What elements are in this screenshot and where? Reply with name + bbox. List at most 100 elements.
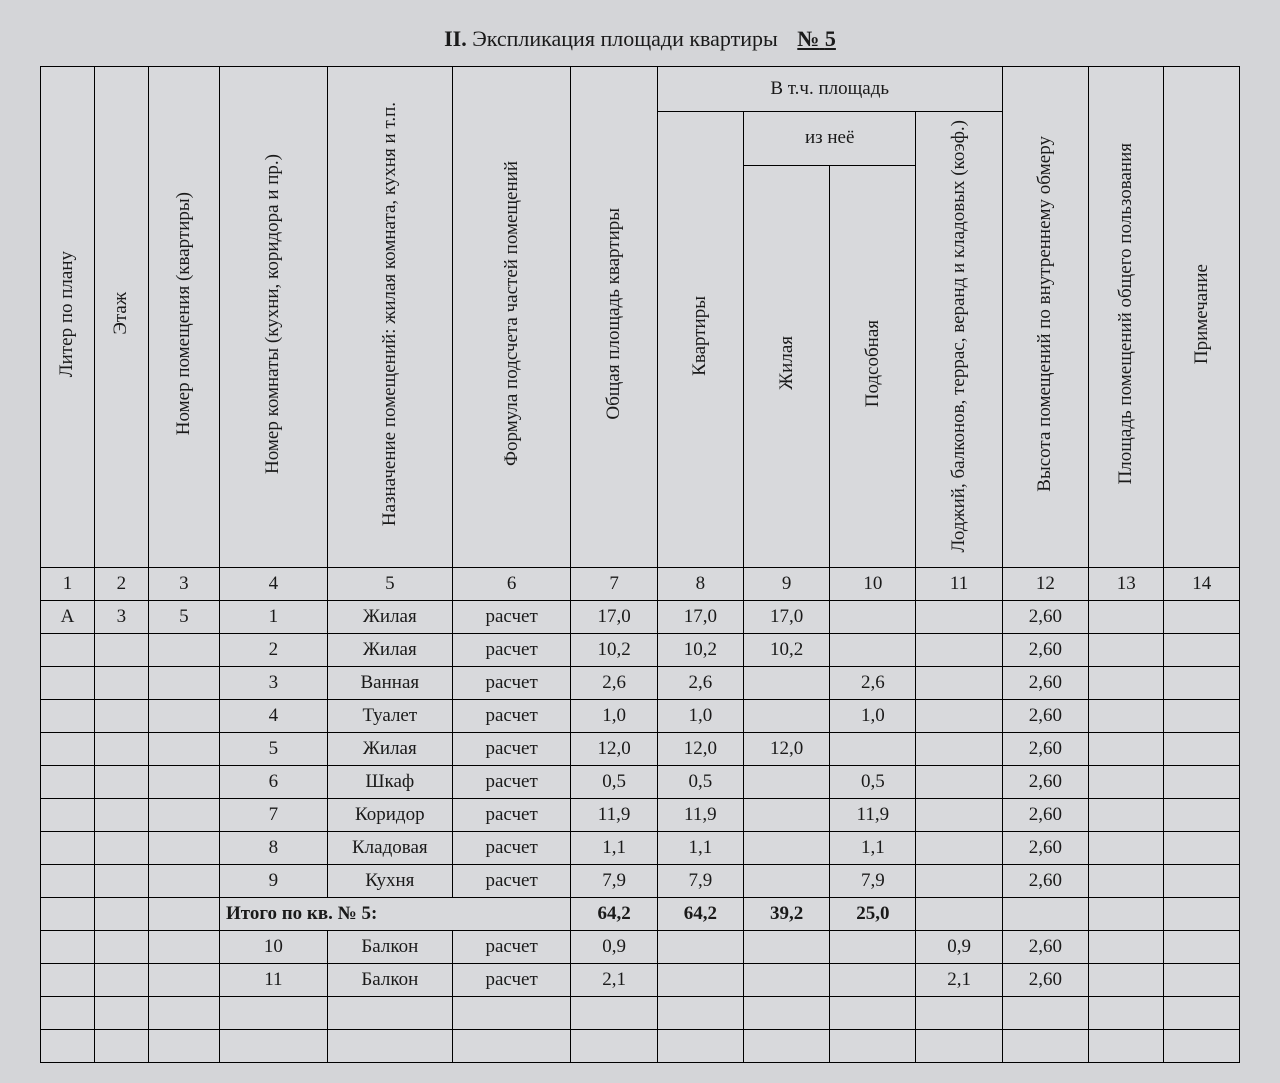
cell: 1,0 bbox=[571, 699, 657, 732]
cell bbox=[41, 666, 95, 699]
table-row bbox=[41, 1029, 1240, 1062]
cell bbox=[94, 831, 148, 864]
cell bbox=[148, 765, 219, 798]
col-header: Литер по плану bbox=[56, 245, 78, 383]
cell: 2,60 bbox=[1002, 930, 1088, 963]
cell: 1,1 bbox=[657, 831, 743, 864]
cell bbox=[41, 1029, 95, 1062]
cell: Коридор bbox=[327, 798, 452, 831]
cell: Ванная bbox=[327, 666, 452, 699]
col-header: Площадь помещений общего пользования bbox=[1115, 137, 1137, 490]
cell: 11,9 bbox=[657, 798, 743, 831]
apt-number: № 5 bbox=[797, 26, 836, 51]
table-row: 10Балконрасчет0,90,92,60 bbox=[41, 930, 1240, 963]
cell bbox=[148, 930, 219, 963]
cell: 2,60 bbox=[1002, 600, 1088, 633]
cell bbox=[327, 996, 452, 1029]
cell bbox=[1164, 666, 1240, 699]
cell bbox=[148, 666, 219, 699]
cell bbox=[830, 600, 916, 633]
cell: 2,6 bbox=[571, 666, 657, 699]
table-header: Литер по плану Этаж Номер помещения (ква… bbox=[41, 67, 1240, 601]
cell bbox=[41, 732, 95, 765]
cell bbox=[1088, 765, 1163, 798]
table-body: А351Жилаярасчет17,017,017,02,602Жилаярас… bbox=[41, 600, 1240, 1062]
cell: 11,9 bbox=[830, 798, 916, 831]
cell bbox=[830, 996, 916, 1029]
cell bbox=[916, 798, 1002, 831]
cell: 11,9 bbox=[571, 798, 657, 831]
column-number: 7 bbox=[571, 567, 657, 600]
cell: 2,60 bbox=[1002, 864, 1088, 897]
table-row: А351Жилаярасчет17,017,017,02,60 bbox=[41, 600, 1240, 633]
column-number: 12 bbox=[1002, 567, 1088, 600]
cell bbox=[743, 996, 829, 1029]
cell bbox=[1088, 699, 1163, 732]
cell bbox=[743, 864, 829, 897]
col-header: Этаж bbox=[110, 286, 132, 341]
cell: 5 bbox=[148, 600, 219, 633]
cell bbox=[743, 798, 829, 831]
cell: 0,5 bbox=[571, 765, 657, 798]
cell: Балкон bbox=[327, 963, 452, 996]
cell bbox=[41, 963, 95, 996]
col-header: Номер комнаты (кухни, коридора и пр.) bbox=[262, 148, 284, 480]
cell: 1,1 bbox=[571, 831, 657, 864]
cell bbox=[916, 699, 1002, 732]
cell: расчет bbox=[452, 765, 571, 798]
col-header: Назначение помещений: жилая комната, кух… bbox=[379, 96, 401, 532]
cell: Балкон bbox=[327, 930, 452, 963]
cell bbox=[219, 996, 327, 1029]
cell bbox=[148, 699, 219, 732]
column-number-row: 1234567891011121314 bbox=[41, 567, 1240, 600]
cell: 5 bbox=[219, 732, 327, 765]
cell bbox=[916, 864, 1002, 897]
cell: 7,9 bbox=[830, 864, 916, 897]
cell bbox=[1088, 633, 1163, 666]
cell bbox=[1164, 1029, 1240, 1062]
cell: расчет bbox=[452, 930, 571, 963]
cell: 2,6 bbox=[657, 666, 743, 699]
cell: расчет bbox=[452, 666, 571, 699]
cell bbox=[1164, 732, 1240, 765]
cell: 3 bbox=[219, 666, 327, 699]
cell: 2,60 bbox=[1002, 732, 1088, 765]
cell bbox=[94, 699, 148, 732]
column-number: 2 bbox=[94, 567, 148, 600]
cell: расчет bbox=[452, 633, 571, 666]
cell bbox=[916, 1029, 1002, 1062]
cell bbox=[219, 1029, 327, 1062]
cell bbox=[1088, 963, 1163, 996]
cell bbox=[327, 1029, 452, 1062]
cell bbox=[452, 1029, 571, 1062]
cell bbox=[830, 633, 916, 666]
cell bbox=[94, 798, 148, 831]
cell: 17,0 bbox=[743, 600, 829, 633]
col-header: Подсобная bbox=[862, 314, 884, 413]
cell: 11 bbox=[219, 963, 327, 996]
col-header: Квартиры bbox=[689, 290, 711, 382]
cell: Жилая bbox=[327, 732, 452, 765]
cell bbox=[743, 765, 829, 798]
cell bbox=[571, 1029, 657, 1062]
col-subgroup-header: из неё bbox=[743, 112, 916, 166]
cell bbox=[1164, 633, 1240, 666]
cell bbox=[41, 699, 95, 732]
cell bbox=[743, 831, 829, 864]
total-label: Итого по кв. № 5: bbox=[219, 897, 570, 930]
cell: 8 bbox=[219, 831, 327, 864]
cell bbox=[148, 633, 219, 666]
cell bbox=[94, 765, 148, 798]
cell bbox=[94, 732, 148, 765]
column-number: 13 bbox=[1088, 567, 1163, 600]
cell bbox=[148, 1029, 219, 1062]
cell bbox=[916, 831, 1002, 864]
cell bbox=[148, 831, 219, 864]
cell bbox=[94, 963, 148, 996]
cell: 9 bbox=[219, 864, 327, 897]
cell: расчет bbox=[452, 798, 571, 831]
cell bbox=[743, 963, 829, 996]
cell: 2,60 bbox=[1002, 963, 1088, 996]
cell: 12,0 bbox=[571, 732, 657, 765]
cell bbox=[830, 930, 916, 963]
